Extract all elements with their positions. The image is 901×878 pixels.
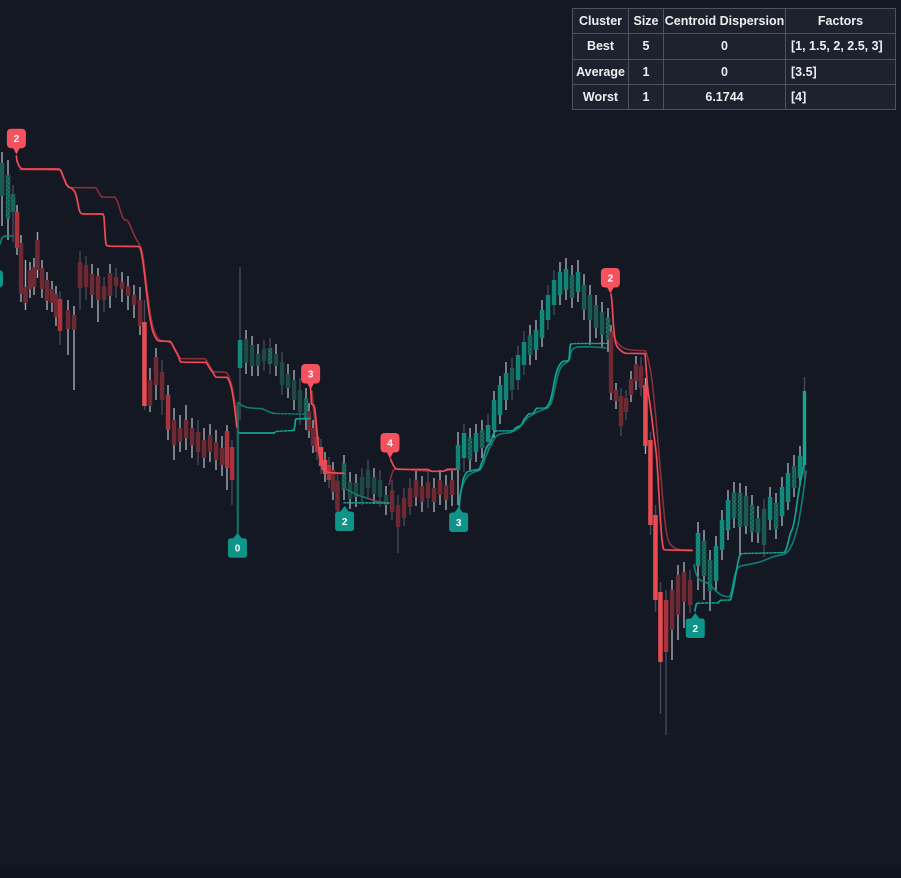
svg-text:4: 4 xyxy=(387,438,393,449)
svg-text:3: 3 xyxy=(308,369,314,380)
svg-text:2: 2 xyxy=(608,273,614,284)
svg-text:3: 3 xyxy=(456,518,462,529)
svg-text:2: 2 xyxy=(693,624,699,635)
svg-text:2: 2 xyxy=(342,517,348,528)
svg-text:0: 0 xyxy=(235,544,241,555)
svg-text:2: 2 xyxy=(14,134,20,145)
